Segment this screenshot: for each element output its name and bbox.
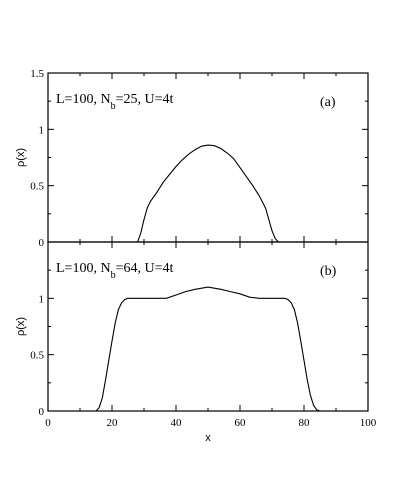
x-tick-label: 80 <box>299 417 311 429</box>
y-tick-label: 0.5 <box>30 350 44 362</box>
panel-b-y-axis-title: ρ(x) <box>15 317 27 336</box>
y-tick-label: 0 <box>39 406 45 418</box>
panel-b-x-axis-title: x <box>205 432 211 444</box>
panel-b-density-curve <box>95 286 321 412</box>
panel-a-density-curve <box>137 144 279 243</box>
panel-a-annotation: L=100, Nb=25, U=4t <box>56 92 173 112</box>
y-tick-label: 0.5 <box>30 181 44 193</box>
panel-b-x-tick-labels: 0 20 40 60 80 100 <box>45 417 377 429</box>
panel-b-annotation: L=100, Nb=64, U=4t <box>56 261 173 281</box>
x-tick-label: 60 <box>235 417 247 429</box>
panel-a: 0 0.5 1 1.5 L=100, Nb=25, U=4t (a) ρ(x) <box>15 68 369 249</box>
panel-b-ticks <box>47 241 369 412</box>
panel-a-y-tick-labels: 0 0.5 1 1.5 <box>30 68 44 249</box>
panel-a-label: (a) <box>320 95 336 110</box>
panel-a-ticks <box>47 72 369 243</box>
y-tick-label: 1 <box>39 124 45 136</box>
panel-b-y-tick-labels: 00.51 <box>30 293 44 418</box>
panel-a-y-axis-title: ρ(x) <box>15 148 27 167</box>
x-tick-label: 20 <box>107 417 119 429</box>
y-tick-label: 0 <box>39 237 45 249</box>
panel-b: 00.51 0 20 40 60 80 100 L=100, Nb=64, U=4t (b… <box>15 241 377 444</box>
y-tick-label: 1 <box>39 293 45 305</box>
x-tick-label: 40 <box>171 417 183 429</box>
y-tick-label: 1.5 <box>30 68 44 80</box>
x-tick-label: 0 <box>45 417 51 429</box>
x-tick-label: 100 <box>360 417 377 429</box>
panel-b-label: (b) <box>320 264 337 279</box>
